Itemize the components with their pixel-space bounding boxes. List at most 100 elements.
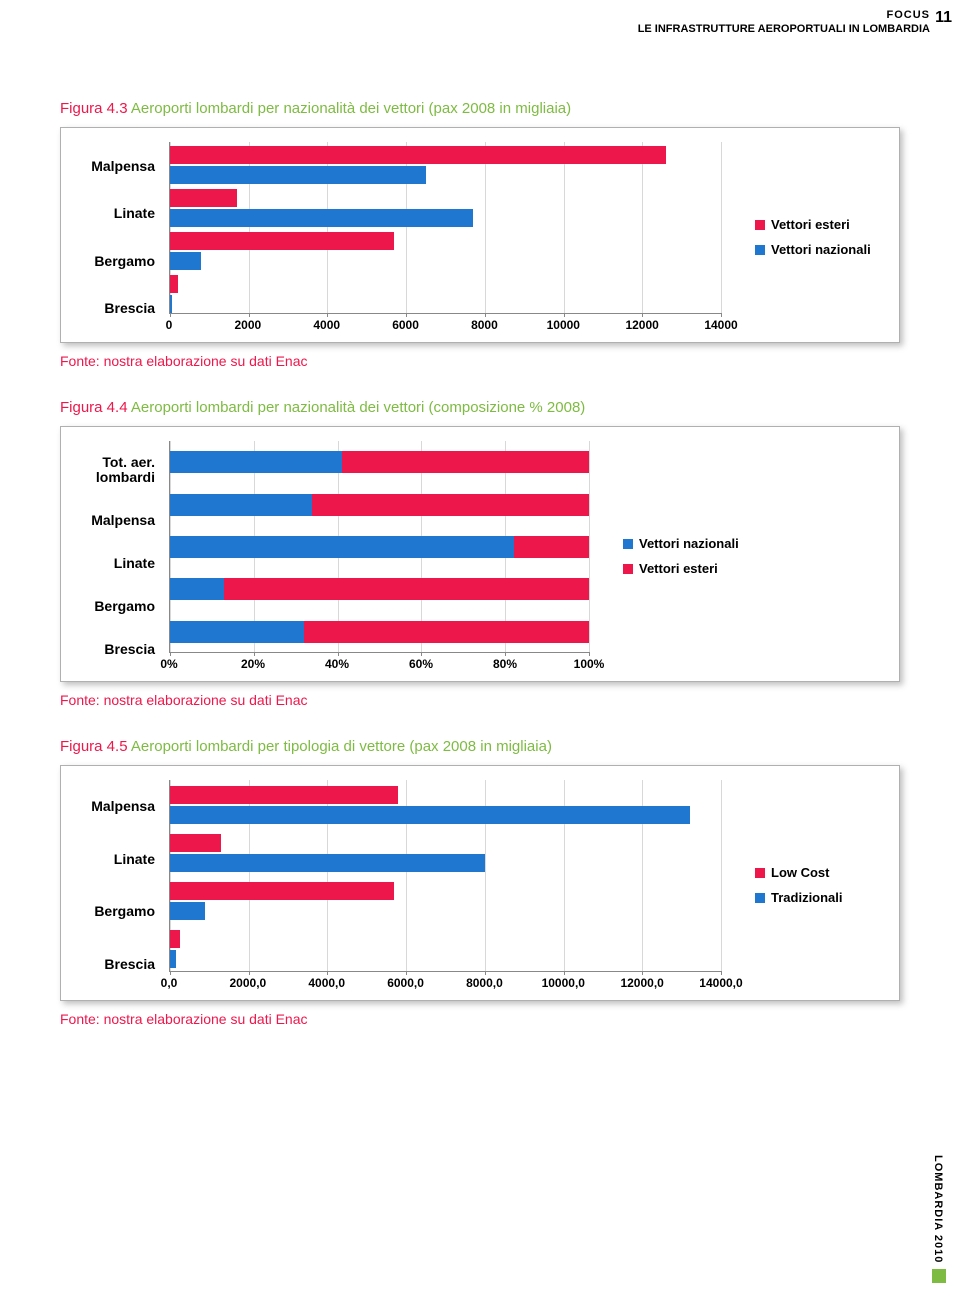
figure-4-5-title: Figura 4.5 Aeroporti lombardi per tipolo… [60, 738, 900, 755]
bar [170, 189, 237, 207]
x-tick-label: 12000 [625, 318, 658, 332]
stacked-segment [312, 494, 589, 516]
figure-4-4-label: Figura 4.4 [60, 399, 128, 416]
page-header: FOCUS LE INFRASTRUTTURE AEROPORTUALI IN … [638, 8, 930, 37]
x-tick-label: 2000,0 [229, 976, 266, 990]
chart-3-xticks: 0,02000,04000,06000,08000,010000,012000,… [169, 976, 721, 994]
category-label: Brescia [75, 956, 155, 972]
header-focus: FOCUS [638, 8, 930, 22]
x-tick-label: 14000 [704, 318, 737, 332]
stacked-segment [170, 621, 304, 643]
x-tick-label: 12000,0 [620, 976, 663, 990]
chart-1-xticks: 02000400060008000100001200014000 [169, 318, 721, 336]
figure-4-3-label: Figura 4.3 [60, 100, 128, 117]
stacked-row [170, 621, 589, 643]
stacked-segment [170, 578, 224, 600]
chart-1-categories: MalpensaLinateBergamoBrescia [75, 142, 155, 332]
chart-3-source: Fonte: nostra elaborazione su dati Enac [60, 1011, 900, 1027]
legend-label: Tradizionali [771, 890, 843, 905]
legend-swatch-icon [755, 868, 765, 878]
bar [170, 854, 485, 872]
chart-2-plot [169, 441, 589, 653]
figure-4-5-rest: Aeroporti lombardi per tipologia di vett… [128, 738, 552, 755]
legend-label: Vettori esteri [639, 561, 718, 576]
chart-2-source: Fonte: nostra elaborazione su dati Enac [60, 692, 900, 708]
figure-4-4-title: Figura 4.4 Aeroporti lombardi per nazion… [60, 399, 900, 416]
category-label: Malpensa [75, 158, 155, 174]
stacked-row [170, 451, 589, 473]
legend-swatch-icon [755, 245, 765, 255]
bar [170, 232, 394, 250]
legend-item: Vettori esteri [623, 561, 753, 576]
bar [170, 146, 666, 164]
header-subtitle: LE INFRASTRUTTURE AEROPORTUALI IN LOMBAR… [638, 22, 930, 36]
chart-3-frame: MalpensaLinateBergamoBrescia 0,02000,040… [60, 765, 900, 1001]
stacked-segment [514, 536, 589, 558]
stacked-segment [170, 494, 312, 516]
figure-4-3-rest: Aeroporti lombardi per nazionalità dei v… [128, 100, 572, 117]
x-tick-label: 80% [493, 657, 517, 671]
x-tick-label: 8000,0 [466, 976, 503, 990]
legend-label: Vettori nazionali [771, 242, 871, 257]
bar [170, 295, 172, 313]
category-label: Brescia [75, 641, 155, 657]
x-tick-label: 14000,0 [699, 976, 742, 990]
category-label: Linate [75, 205, 155, 221]
legend-label: Low Cost [771, 865, 830, 880]
x-tick-label: 10000 [547, 318, 580, 332]
bar [170, 275, 178, 293]
page-number: 11 [935, 8, 952, 29]
x-tick-label: 60% [409, 657, 433, 671]
bar [170, 252, 201, 270]
category-label: Malpensa [75, 798, 155, 814]
stacked-segment [304, 621, 589, 643]
chart-2-frame: Tot. aer.lombardiMalpensaLinateBergamoBr… [60, 426, 900, 682]
bar [170, 902, 205, 920]
chart-3-categories: Malpensa Linate Bergamo Brescia [75, 780, 155, 990]
legend-item: Vettori nazionali [755, 242, 885, 257]
stacked-segment [224, 578, 589, 600]
x-tick-label: 6000 [392, 318, 419, 332]
stacked-segment [170, 451, 342, 473]
chart-2-xticks: 0%20%40%60%80%100% [169, 657, 589, 675]
bar [170, 834, 221, 852]
x-tick-label: 4000,0 [308, 976, 345, 990]
x-tick-label: 2000 [234, 318, 261, 332]
bar [170, 882, 394, 900]
stacked-row [170, 494, 589, 516]
chart-3-plot [169, 780, 721, 972]
x-tick-label: 8000 [471, 318, 498, 332]
chart-2-categories: Tot. aer.lombardiMalpensaLinateBergamoBr… [75, 441, 155, 671]
figure-4-3-title: Figura 4.3 Aeroporti lombardi per nazion… [60, 100, 900, 117]
bar [170, 806, 690, 824]
legend-label: Vettori nazionali [639, 536, 739, 551]
category-label: Bergamo [75, 903, 155, 919]
category-label: Bergamo [75, 253, 155, 269]
legend-item: Low Cost [755, 865, 885, 880]
chart-1-source: Fonte: nostra elaborazione su dati Enac [60, 353, 900, 369]
stacked-segment [342, 451, 589, 473]
legend-swatch-icon [623, 564, 633, 574]
legend-swatch-icon [755, 220, 765, 230]
x-tick-label: 4000 [313, 318, 340, 332]
legend-swatch-icon [755, 893, 765, 903]
bar [170, 209, 473, 227]
chart-1-legend: Vettori esteriVettori nazionali [735, 142, 885, 332]
figure-4-5-label: Figura 4.5 [60, 738, 128, 755]
x-tick-label: 6000,0 [387, 976, 424, 990]
x-tick-label: 20% [241, 657, 265, 671]
category-label: Bergamo [75, 598, 155, 614]
bar [170, 950, 176, 968]
bar [170, 930, 180, 948]
bar [170, 786, 398, 804]
x-tick-label: 10000,0 [542, 976, 585, 990]
category-label: Linate [75, 555, 155, 571]
figure-4-4-rest: Aeroporti lombardi per nazionalità dei v… [128, 399, 586, 416]
x-tick-label: 40% [325, 657, 349, 671]
x-tick-label: 0% [160, 657, 177, 671]
stacked-row [170, 536, 589, 558]
side-mark-icon [932, 1269, 946, 1283]
chart-2-legend: Vettori nazionali Vettori esteri [603, 441, 753, 671]
side-label: LOMBARDIA 2010 [932, 1155, 944, 1263]
category-label: Linate [75, 851, 155, 867]
